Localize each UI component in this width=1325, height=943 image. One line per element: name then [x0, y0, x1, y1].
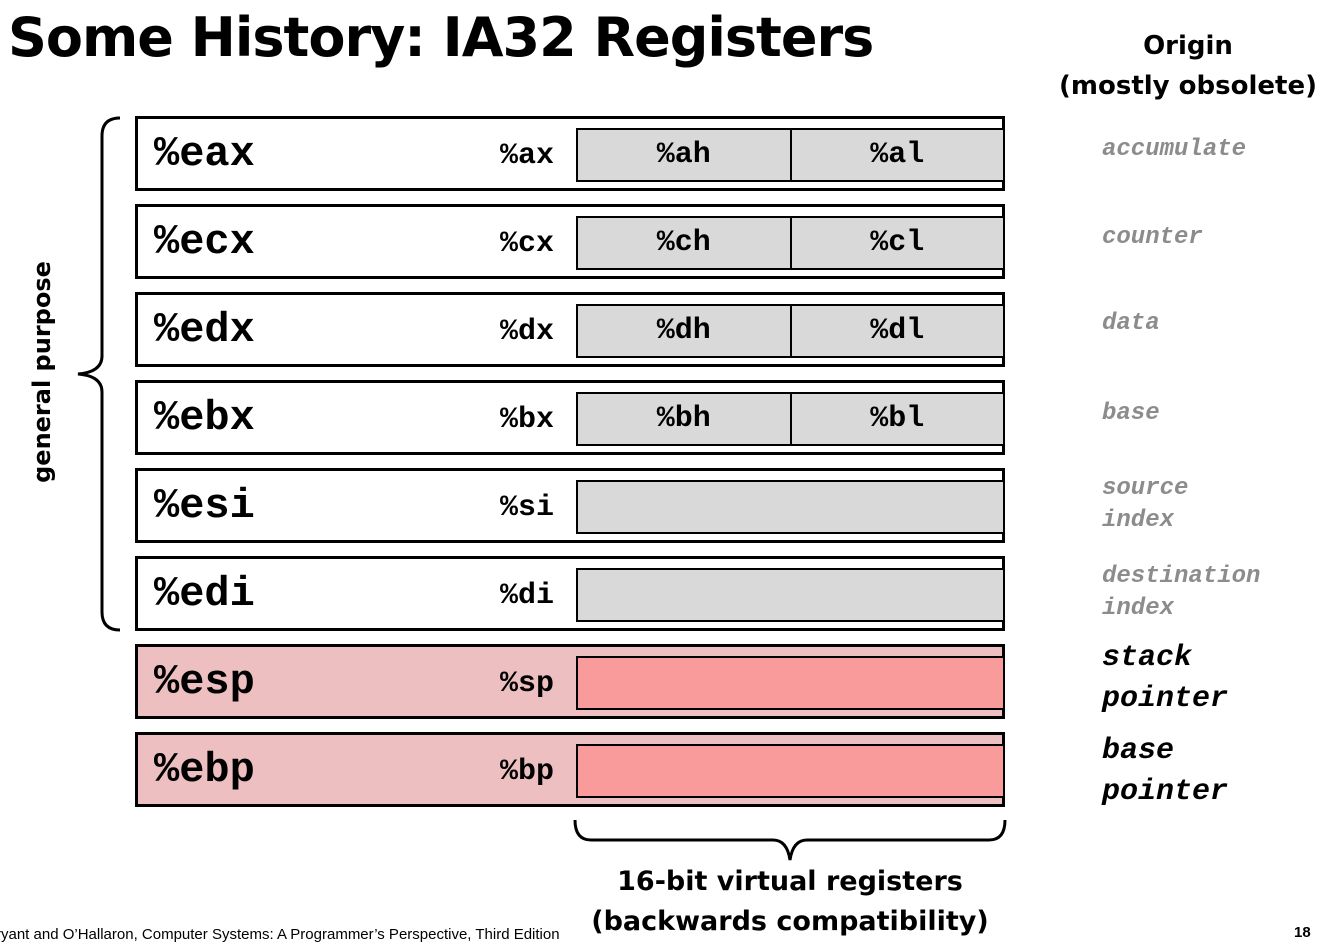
origin-header-line2: (mostly obsolete): [1059, 71, 1317, 101]
high-byte-register: %ah: [656, 138, 711, 172]
register-edx: %edx %dx %dh %dl: [135, 292, 1005, 367]
origin-header: Origin (mostly obsolete): [1058, 26, 1318, 106]
register-name: %edi: [154, 570, 255, 618]
register-ecx: %ecx %cx %ch %cl: [135, 204, 1005, 279]
origin-eax: accumulate: [1102, 134, 1246, 166]
register-esi: %esi %si: [135, 468, 1005, 543]
sub-register-box: [576, 568, 1005, 622]
origin-line: counter: [1102, 224, 1203, 251]
register-16bit-name: %dx: [500, 315, 555, 349]
origin-header-line1: Origin: [1143, 31, 1233, 61]
slide-footer-citation: Bryant and O’Hallaron, Computer Systems:…: [0, 926, 560, 943]
register-name: %ebx: [154, 394, 255, 442]
high-byte-register: %dh: [656, 314, 711, 348]
slide-title: Some History: IA32 Registers: [8, 6, 874, 69]
register-16bit-name: %di: [500, 579, 555, 613]
sub-register-box: [576, 656, 1005, 710]
register-edi: %edi %di: [135, 556, 1005, 631]
register-name: %ebp: [154, 746, 255, 794]
register-16bit-name: %bp: [500, 755, 555, 789]
register-name: %esp: [154, 658, 255, 706]
sub-register-box: %dh %dl: [576, 304, 1005, 358]
sub-register-box: %ah %al: [576, 128, 1005, 182]
low-byte-register: %dl: [789, 306, 1004, 356]
low-byte-register: %bl: [789, 394, 1004, 444]
register-esp: %esp %sp: [135, 644, 1005, 719]
origin-line: index: [1102, 507, 1175, 534]
register-ebx: %ebx %bx %bh %bl: [135, 380, 1005, 455]
register-name: %eax: [154, 130, 255, 178]
origin-esi: source index: [1102, 473, 1188, 537]
origin-edx: data: [1102, 308, 1160, 340]
virtual-registers-note-line2: (backwards compatibility): [591, 906, 989, 937]
register-16bit-name: %bx: [500, 403, 555, 437]
virtual-registers-note: 16-bit virtual registers (backwards comp…: [580, 862, 1000, 942]
register-16bit-name: %cx: [500, 227, 555, 261]
origin-line: data: [1102, 310, 1160, 337]
origin-edi: destination index: [1102, 561, 1260, 625]
general-purpose-brace: [77, 116, 121, 632]
sub-register-box: [576, 480, 1005, 534]
origin-ebx: base: [1102, 398, 1160, 430]
origin-ecx: counter: [1102, 222, 1203, 254]
origin-line: source: [1102, 475, 1189, 502]
virtual-registers-note-line1: 16-bit virtual registers: [617, 866, 963, 897]
register-name: %ecx: [154, 218, 255, 266]
origin-line: accumulate: [1102, 136, 1247, 163]
origin-line: base: [1102, 734, 1175, 768]
sub-register-box: %ch %cl: [576, 216, 1005, 270]
register-ebp: %ebp %bp: [135, 732, 1005, 807]
register-name: %edx: [154, 306, 255, 354]
virtual-registers-brace: [573, 819, 1007, 861]
sub-register-box: %bh %bl: [576, 392, 1005, 446]
origin-line: base: [1102, 400, 1160, 427]
origin-ebp: base pointer: [1102, 731, 1228, 813]
register-16bit-name: %ax: [500, 139, 555, 173]
register-eax: %eax %ax %ah %al: [135, 116, 1005, 191]
sub-register-box: [576, 744, 1005, 798]
origin-line: destination: [1102, 563, 1261, 590]
high-byte-register: %bh: [656, 402, 711, 436]
register-16bit-name: %si: [500, 491, 555, 525]
origin-line: pointer: [1102, 682, 1229, 716]
origin-line: stack: [1102, 641, 1193, 675]
register-name: %esi: [154, 482, 255, 530]
origin-esp: stack pointer: [1102, 638, 1228, 720]
origin-line: index: [1102, 595, 1175, 622]
general-purpose-label: general purpose: [28, 261, 56, 483]
page-number: 18: [1294, 924, 1311, 941]
high-byte-register: %ch: [656, 226, 711, 260]
origin-line: pointer: [1102, 775, 1229, 809]
register-16bit-name: %sp: [500, 667, 555, 701]
low-byte-register: %al: [789, 130, 1004, 180]
low-byte-register: %cl: [789, 218, 1004, 268]
